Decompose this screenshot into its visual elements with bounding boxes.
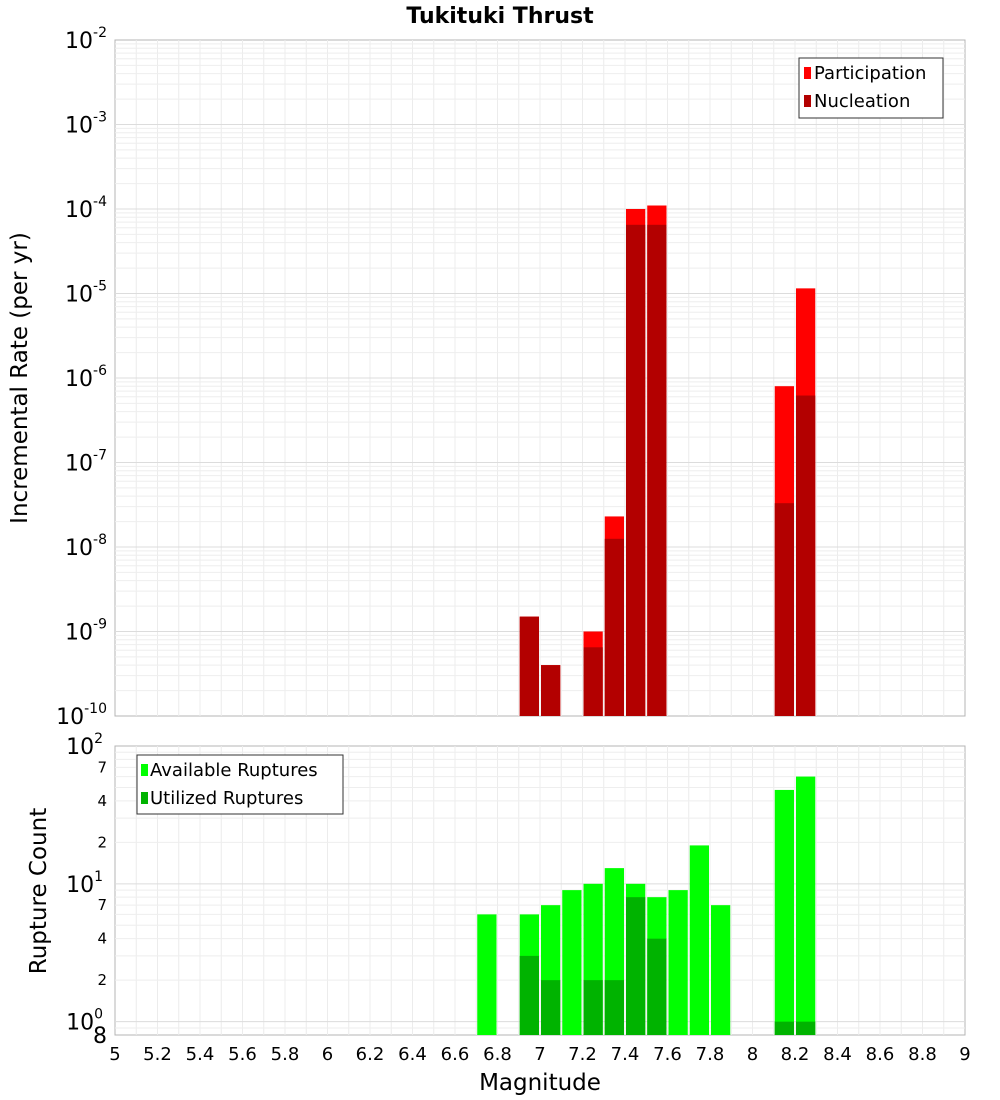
y-tick-label: 10-10: [56, 701, 107, 730]
count-y-axis-label: Rupture Count: [26, 808, 52, 974]
y-tick-label: 10-4: [65, 194, 107, 223]
x-tick-label: 8.4: [823, 1044, 852, 1065]
available-ruptures-bar: [774, 789, 794, 1035]
y-tick-label: 10-8: [65, 532, 107, 561]
count-bars: [477, 776, 816, 1035]
rate-y-axis-label: Incremental Rate (per yr): [7, 232, 33, 524]
x-tick-label: 8: [747, 1044, 758, 1065]
available-ruptures-bar: [689, 845, 709, 1035]
y-tick-label: 10-3: [65, 110, 107, 139]
x-tick-label: 7.8: [696, 1044, 725, 1065]
available-legend-label: Available Ruptures: [150, 760, 318, 781]
x-tick-labels: 5 5.2 5.4 5.6 5.8 6 6.2 6.4 6.6 6.8 7 7.2 7.4 7.6 7.8 8…: [109, 1044, 970, 1065]
y-tick-label: 10-6: [65, 363, 107, 392]
available-legend-swatch: [141, 764, 148, 776]
x-tick-label: 7.2: [568, 1044, 597, 1065]
x-tick-label: 5.8: [271, 1044, 300, 1065]
y-minor-tick-label: 2: [97, 833, 107, 851]
utilized-ruptures-bar: [541, 980, 561, 1035]
rate-panel: 10-10 10-9 10-8 10-7 10-6 10-5 10-4 10-3 10-2 In…: [7, 25, 966, 730]
y-tick-label: 102: [66, 731, 103, 760]
x-tick-label: 8.2: [781, 1044, 810, 1065]
count-y-tick-labels: 102 101 100 7 4 2 7 4 2 8: [66, 731, 107, 1049]
x-tick-label: 7: [534, 1044, 545, 1065]
available-ruptures-bar: [562, 890, 582, 1035]
nucleation-legend-label: Nucleation: [814, 91, 910, 112]
utilized-ruptures-bar: [647, 938, 667, 1035]
x-tick-label: 6.4: [398, 1044, 427, 1065]
y-minor-tick-label: 7: [97, 896, 107, 914]
y-tick-label: 101: [66, 869, 103, 898]
nucleation-bar: [604, 538, 624, 716]
nucleation-bar: [626, 224, 646, 716]
utilized-ruptures-bar: [796, 1021, 816, 1035]
rate-y-tick-labels: 10-10 10-9 10-8 10-7 10-6 10-5 10-4 10-3 10-2: [56, 25, 107, 730]
nucleation-bar: [541, 665, 561, 716]
utilized-ruptures-bar: [774, 1021, 794, 1035]
x-tick-label: 9: [959, 1044, 970, 1065]
y-minor-tick-label: 4: [97, 792, 107, 810]
nucleation-bar: [647, 224, 667, 716]
x-tick-label: 5: [109, 1044, 120, 1065]
x-axis-label: Magnitude: [479, 1070, 601, 1096]
x-tick-label: 6.6: [441, 1044, 470, 1065]
x-tick-label: 7.6: [653, 1044, 682, 1065]
utilized-ruptures-bar: [583, 980, 603, 1035]
participation-legend-label: Participation: [814, 63, 926, 84]
count-legend-box: [136, 754, 344, 815]
x-tick-label: 8.8: [908, 1044, 937, 1065]
y-minor-tick-label: 7: [97, 758, 107, 776]
utilized-ruptures-bar: [626, 897, 646, 1035]
nucleation-bar: [519, 616, 539, 716]
available-ruptures-bar: [477, 914, 497, 1035]
y-tick-label: 10-2: [65, 25, 107, 54]
x-tick-label: 7.4: [611, 1044, 640, 1065]
x-tick-label: 5.4: [186, 1044, 215, 1065]
y-tick-label: 10-5: [65, 279, 107, 308]
y-tick-label: 10-9: [65, 617, 107, 646]
x-tick-label: 5.2: [143, 1044, 172, 1065]
count-legend: Available Ruptures Utilized Ruptures: [136, 754, 344, 815]
x-tick-label: 6: [322, 1044, 333, 1065]
x-tick-label: 8.6: [866, 1044, 895, 1065]
participation-legend-swatch: [804, 67, 811, 79]
rate-grid: [115, 40, 965, 716]
nucleation-bar: [583, 647, 603, 716]
rate-legend: Participation Nucleation: [798, 57, 944, 119]
y-minor-tick-label: 2: [97, 971, 107, 989]
utilized-ruptures-bar: [519, 955, 539, 1035]
nucleation-bar: [774, 503, 794, 716]
rate-bars: [519, 205, 816, 716]
x-tick-label: 6.2: [356, 1044, 385, 1065]
nucleation-legend-swatch: [804, 95, 811, 107]
x-tick-label: 6.8: [483, 1044, 512, 1065]
available-ruptures-bar: [711, 905, 731, 1035]
count-panel: 102 101 100 7 4 2 7 4 2 8 5 5.2 5.4 5.6 5.8 6 6.2 6.4 6.6…: [26, 731, 971, 1096]
available-ruptures-bar: [796, 776, 816, 1035]
utilized-ruptures-bar: [604, 980, 624, 1035]
utilized-legend-label: Utilized Ruptures: [150, 788, 303, 809]
y-minor-tick-label: 8: [93, 1024, 107, 1049]
x-tick-label: 5.6: [228, 1044, 257, 1065]
chart-title: Tukituki Thrust: [406, 4, 594, 29]
y-tick-label: 100: [66, 1007, 103, 1036]
y-minor-tick-label: 4: [97, 930, 107, 948]
y-tick-label: 10-7: [65, 448, 107, 477]
nucleation-bar: [796, 395, 816, 716]
utilized-legend-swatch: [141, 792, 148, 804]
rate-legend-box: [798, 57, 944, 119]
available-ruptures-bar: [668, 890, 688, 1035]
